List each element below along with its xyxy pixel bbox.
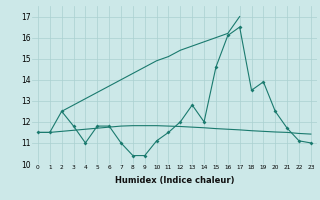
- X-axis label: Humidex (Indice chaleur): Humidex (Indice chaleur): [115, 176, 234, 185]
